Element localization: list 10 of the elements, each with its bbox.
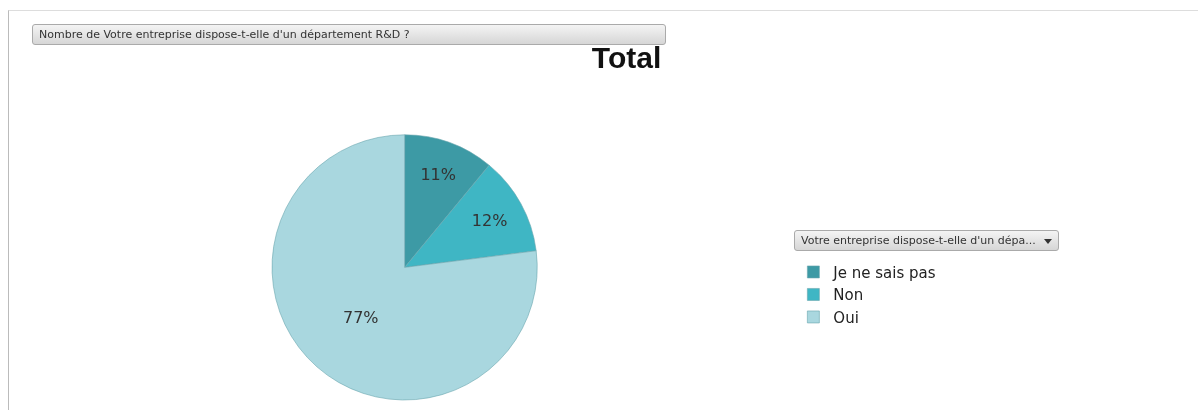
chart-title: Total [591,40,662,74]
data-label: 77% [343,307,379,327]
legend-label: Je ne sais pas [832,263,936,282]
legend-label: Oui [833,308,859,327]
legend-title: Votre entreprise dispose-t-elle d'un dépa... [801,234,1036,247]
data-label: 12% [471,211,508,231]
pie-slice [271,134,538,401]
legend-label: Non [833,286,864,305]
data-label: 11% [420,164,456,184]
text: Nombre de Votre entreprise dispose-t-elle d'un département R&D ? [39,28,410,41]
